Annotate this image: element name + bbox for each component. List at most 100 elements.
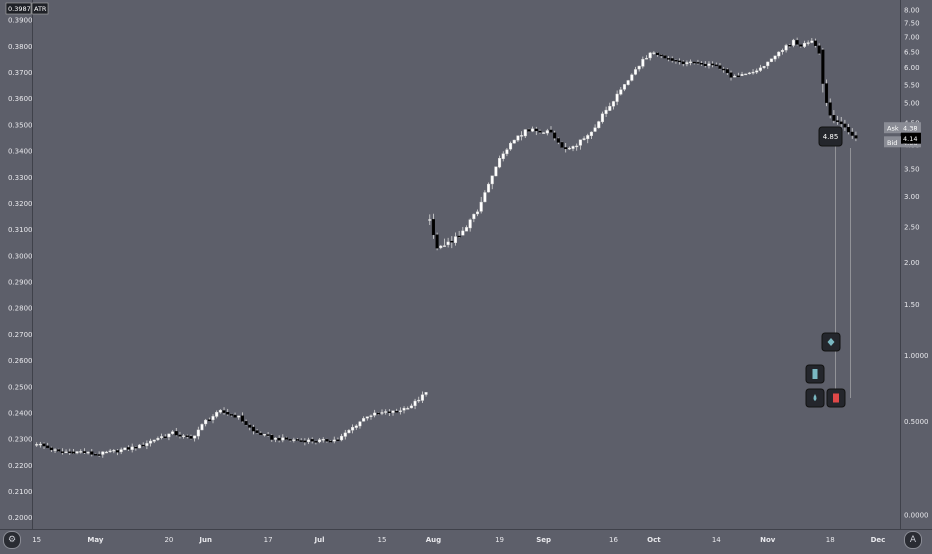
candle-body-down	[226, 412, 230, 415]
candle-body-up	[130, 446, 134, 450]
candle	[321, 437, 325, 443]
candle-body-up	[343, 432, 347, 437]
right-axis-tick-label: 5.50	[904, 81, 920, 89]
candle-body-down	[667, 58, 671, 60]
candle	[509, 141, 513, 151]
candle	[828, 98, 832, 119]
candle-body-down	[288, 439, 292, 441]
candle	[740, 71, 744, 76]
callout-bubble[interactable]	[818, 126, 843, 147]
candle	[145, 440, 149, 450]
candle	[538, 129, 542, 134]
candle	[237, 415, 241, 420]
candle	[703, 61, 707, 68]
right-axis-tick-label: 0.5000	[904, 418, 929, 426]
candle-body-down	[799, 44, 803, 47]
drop-marker-icon[interactable]	[805, 388, 825, 408]
last-price-tag: 4.14	[901, 132, 921, 144]
candle	[35, 442, 39, 447]
candle-body-up	[571, 146, 575, 149]
last-price-tag-value: 4.14	[903, 135, 917, 143]
candle	[38, 441, 42, 448]
candle	[832, 110, 836, 124]
stop-marker-icon-glyph	[833, 393, 839, 403]
candle	[123, 447, 127, 451]
left-axis-tick-label: 0.3000	[8, 252, 33, 260]
candle	[821, 48, 825, 93]
candle	[784, 43, 788, 53]
candle	[582, 136, 586, 141]
right-axis-tick-label: 5.00	[904, 100, 920, 108]
candle-body-down	[722, 68, 726, 71]
candle-body-up	[531, 128, 535, 132]
candle-body-down	[832, 115, 836, 121]
right-axis-tick-label: 3.50	[904, 166, 920, 174]
candle	[204, 418, 208, 427]
candle-body-down	[821, 49, 825, 84]
candle-body-down	[678, 60, 682, 63]
candle	[303, 438, 307, 446]
candle-body-down	[656, 52, 660, 56]
candle	[457, 230, 461, 238]
candle-body-down	[248, 424, 252, 428]
candle-body-down	[674, 59, 678, 62]
candle-body-up	[475, 211, 480, 215]
candle	[780, 48, 784, 55]
diamond-marker-icon[interactable]	[821, 332, 841, 352]
candle-body-up	[464, 227, 469, 232]
candle	[119, 447, 123, 455]
candle-body-down	[718, 65, 722, 69]
candle	[101, 451, 105, 458]
candle-body-down	[97, 454, 101, 456]
drop-marker-icon-glyph	[813, 394, 817, 401]
ask-price-tag-label-bg	[884, 122, 901, 134]
ask-price-tag-value: 4.38	[903, 125, 917, 133]
candle-body-down	[266, 434, 270, 436]
candle	[409, 403, 413, 409]
stop-marker-icon[interactable]	[826, 388, 846, 408]
candle	[714, 62, 718, 67]
left-axis-tick-label: 0.3700	[8, 69, 33, 77]
auto-scale-icon[interactable]: A	[904, 531, 922, 549]
candle	[141, 442, 145, 448]
candle	[464, 225, 469, 232]
candle	[545, 128, 549, 136]
candle	[93, 453, 97, 456]
bar-marker-icon[interactable]	[805, 364, 825, 384]
candle-body-up	[428, 219, 432, 221]
candle-body-up	[791, 39, 795, 46]
left-axis-tick-label: 0.2800	[8, 305, 33, 313]
candle	[777, 51, 781, 59]
candle	[847, 123, 851, 135]
candle-body-up	[509, 142, 513, 150]
candle-body-up	[53, 449, 57, 451]
candle	[398, 407, 402, 415]
candle-body-down	[68, 451, 72, 453]
candle	[652, 51, 656, 55]
candle	[215, 410, 219, 419]
candle	[49, 446, 53, 453]
candle-body-down	[703, 63, 707, 67]
candle	[589, 131, 593, 140]
candle	[656, 52, 660, 57]
candle	[138, 444, 142, 449]
candle	[791, 38, 795, 48]
candle-body-up	[652, 52, 656, 54]
candle-body-up	[494, 166, 498, 177]
candle-body-up	[86, 451, 90, 454]
left-axis-tick-label: 0.2400	[8, 409, 33, 417]
candle	[160, 433, 164, 440]
candle	[189, 434, 193, 440]
candle	[512, 139, 516, 144]
candle-body-up	[446, 241, 450, 245]
time-axis-tick-label: 17	[264, 536, 273, 544]
candle	[200, 423, 204, 431]
time-axis-tick-label: Aug	[426, 536, 441, 544]
candle-body-up	[196, 429, 200, 437]
chart-settings-icon[interactable]: ⚙	[3, 531, 21, 549]
candle-body-up	[332, 439, 336, 442]
candle-body-down	[207, 419, 211, 421]
candle	[53, 448, 57, 454]
